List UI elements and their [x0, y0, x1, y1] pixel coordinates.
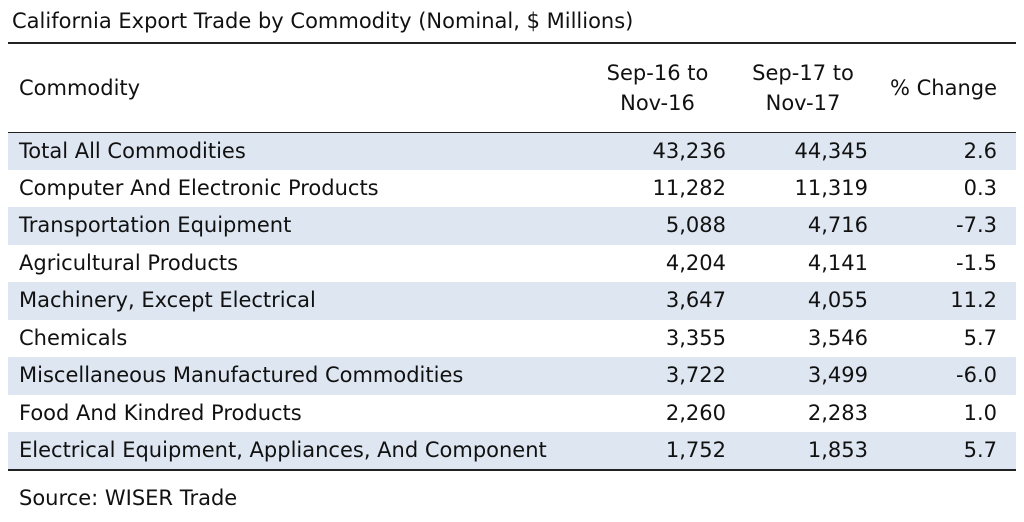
- column-header-period-2-line-1: Sep-17 to: [752, 60, 854, 85]
- period-1-value-cell: 43,236: [583, 132, 732, 170]
- table-row: Total All Commodities 43,236 44,345 2.6: [8, 132, 1016, 170]
- period-2-value-cell: 11,319: [794, 175, 868, 200]
- period-1-value-cell: 3,722: [583, 357, 732, 395]
- period-2-value-cell: 4,055: [732, 282, 874, 320]
- period-2-value-cell: 44,345: [732, 132, 874, 170]
- percent-change-cell: -7.3: [874, 207, 1016, 245]
- table-row: Miscellaneous Manufactured Commodities 3…: [8, 357, 1016, 395]
- period-1-value-cell: 1,752: [583, 432, 732, 471]
- column-header-period-1-line-2: Nov-16: [620, 90, 695, 115]
- period-2-value-cell: 3,499: [732, 357, 874, 395]
- column-header-period-2: Sep-17 to Nov-17: [732, 42, 874, 133]
- period-2-value-cell: 4,716: [732, 207, 874, 245]
- table-row: Chemicals 3,355 3,546 5.7: [8, 320, 1016, 358]
- table-row: Computer And Electronic Products 11,282 …: [8, 170, 1016, 208]
- commodity-name-cell: Agricultural Products: [19, 250, 239, 275]
- commodity-name-cell: Miscellaneous Manufactured Commodities: [8, 357, 583, 395]
- commodity-name-cell: Computer And Electronic Products: [19, 175, 379, 200]
- commodity-name-cell: Total All Commodities: [8, 132, 583, 170]
- period-2-value-cell: 1,853: [732, 432, 874, 471]
- commodity-name-cell: Machinery, Except Electrical: [8, 282, 583, 320]
- commodity-name-cell: Electrical Equipment, Appliances, And Co…: [8, 432, 583, 471]
- period-1-value-cell: 4,204: [665, 250, 726, 275]
- table-title: California Export Trade by Commodity (No…: [12, 9, 634, 33]
- percent-change-cell: -1.5: [956, 250, 997, 275]
- percent-change-cell: 2.6: [874, 132, 1016, 170]
- period-1-value-cell: 3,355: [665, 325, 726, 350]
- column-header-percent-change: % Change: [874, 42, 1016, 133]
- percent-change-cell: 11.2: [874, 282, 1016, 320]
- percent-change-cell: -6.0: [874, 357, 1016, 395]
- table-row: Agricultural Products 4,204 4,141 -1.5: [8, 245, 1016, 283]
- column-header-period-2-line-2: Nov-17: [765, 90, 841, 115]
- percent-change-cell: 5.7: [963, 325, 997, 350]
- percent-change-cell: 5.7: [874, 432, 1016, 471]
- period-1-value-cell: 2,260: [665, 400, 726, 425]
- period-1-value-cell: 3,647: [583, 282, 732, 320]
- table-row: Transportation Equipment 5,088 4,716 -7.…: [8, 207, 1016, 245]
- source-note: Source: WISER Trade: [19, 486, 238, 510]
- table-row: Food And Kindred Products 2,260 2,283 1.…: [8, 395, 1016, 433]
- column-header-commodity: Commodity: [8, 42, 583, 133]
- period-2-value-cell: 2,283: [807, 400, 868, 425]
- column-header-period-1: Sep-16 to Nov-16: [583, 42, 732, 133]
- commodity-name-cell: Food And Kindred Products: [19, 400, 302, 425]
- percent-change-cell: 0.3: [963, 175, 997, 200]
- period-1-value-cell: 5,088: [583, 207, 732, 245]
- table-row: Machinery, Except Electrical 3,647 4,055…: [8, 282, 1016, 320]
- percent-change-cell: 1.0: [963, 400, 997, 425]
- commodity-name-cell: Chemicals: [19, 325, 128, 350]
- period-2-value-cell: 3,546: [807, 325, 868, 350]
- column-header-period-1-line-1: Sep-16 to: [606, 60, 709, 85]
- table-row: Electrical Equipment, Appliances, And Co…: [8, 432, 1016, 471]
- commodity-table: Commodity Sep-16 to Nov-16 Sep-17 to Nov…: [8, 42, 1016, 471]
- table-header-row: Commodity Sep-16 to Nov-16 Sep-17 to Nov…: [8, 42, 1016, 133]
- period-2-value-cell: 4,141: [807, 250, 868, 275]
- commodity-name-cell: Transportation Equipment: [8, 207, 583, 245]
- period-1-value-cell: 11,282: [652, 175, 726, 200]
